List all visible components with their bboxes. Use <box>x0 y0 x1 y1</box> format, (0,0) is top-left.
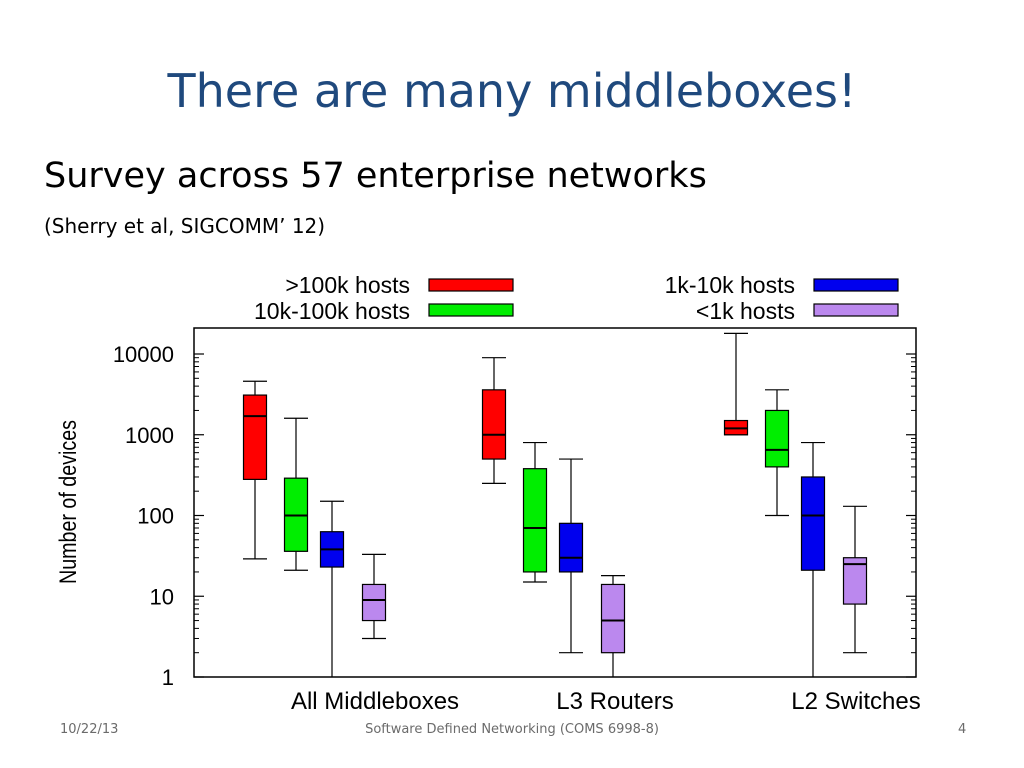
legend-swatch <box>813 278 899 292</box>
box-0-2 <box>723 332 749 436</box>
legend-swatch <box>428 303 514 317</box>
y-tick-label: 1 <box>162 665 174 690</box>
legend-label: 10k-100k hosts <box>254 298 410 324</box>
box-2-0 <box>319 500 345 677</box>
y-tick-label: 10 <box>150 584 174 609</box>
box-body <box>361 583 387 622</box>
y-tick-label: 10000 <box>113 342 174 367</box>
box-1-0 <box>283 417 309 571</box>
box-body <box>522 468 548 573</box>
y-tick-label: 100 <box>137 504 174 529</box>
box-body <box>242 394 268 480</box>
x-category-label: L3 Routers <box>556 688 673 715</box>
box-body <box>764 409 790 468</box>
box-1-2 <box>764 389 790 517</box>
x-category-label: All Middleboxes <box>291 688 459 715</box>
slide-subtitle: Survey across 57 enterprise networks <box>44 156 707 196</box>
box-1-1 <box>522 441 548 583</box>
legend-swatch <box>813 303 899 317</box>
plot-frame <box>193 327 917 678</box>
legend-swatch <box>428 278 514 292</box>
box-0-1 <box>481 357 507 484</box>
citation: (Sherry et al, SIGCOMM’ 12) <box>44 214 326 238</box>
footer-page-number: 4 <box>958 722 967 737</box>
footer-date: 10/22/13 <box>60 722 119 737</box>
box-2-2 <box>800 441 826 677</box>
box-3-2 <box>842 505 868 654</box>
box-body <box>481 389 507 460</box>
y-axis: 10000 1000 100 10 1 <box>113 342 916 690</box>
legend-label: <1k hosts <box>696 298 795 324</box>
y-axis-label: Number of devices <box>54 420 81 584</box>
box-3-0 <box>361 553 387 640</box>
box-body <box>842 557 868 605</box>
slide-title: There are many middleboxes! <box>167 64 857 118</box>
x-category-label: L2 Switches <box>791 688 920 715</box>
box-body <box>800 476 826 571</box>
legend-label: 1k-10k hosts <box>665 272 795 298</box>
box-0-0 <box>242 380 268 560</box>
box-series <box>242 332 868 677</box>
legend-label: >100k hosts <box>285 272 410 298</box>
box-body <box>600 583 626 654</box>
footer-center: Software Defined Networking (COMS 6998-8… <box>365 722 659 737</box>
box-3-1 <box>600 575 626 677</box>
box-body <box>558 522 584 573</box>
y-tick-label: 1000 <box>125 423 174 448</box>
x-axis: All Middleboxes L3 Routers L2 Switches <box>291 688 921 715</box>
box-2-1 <box>558 458 584 654</box>
